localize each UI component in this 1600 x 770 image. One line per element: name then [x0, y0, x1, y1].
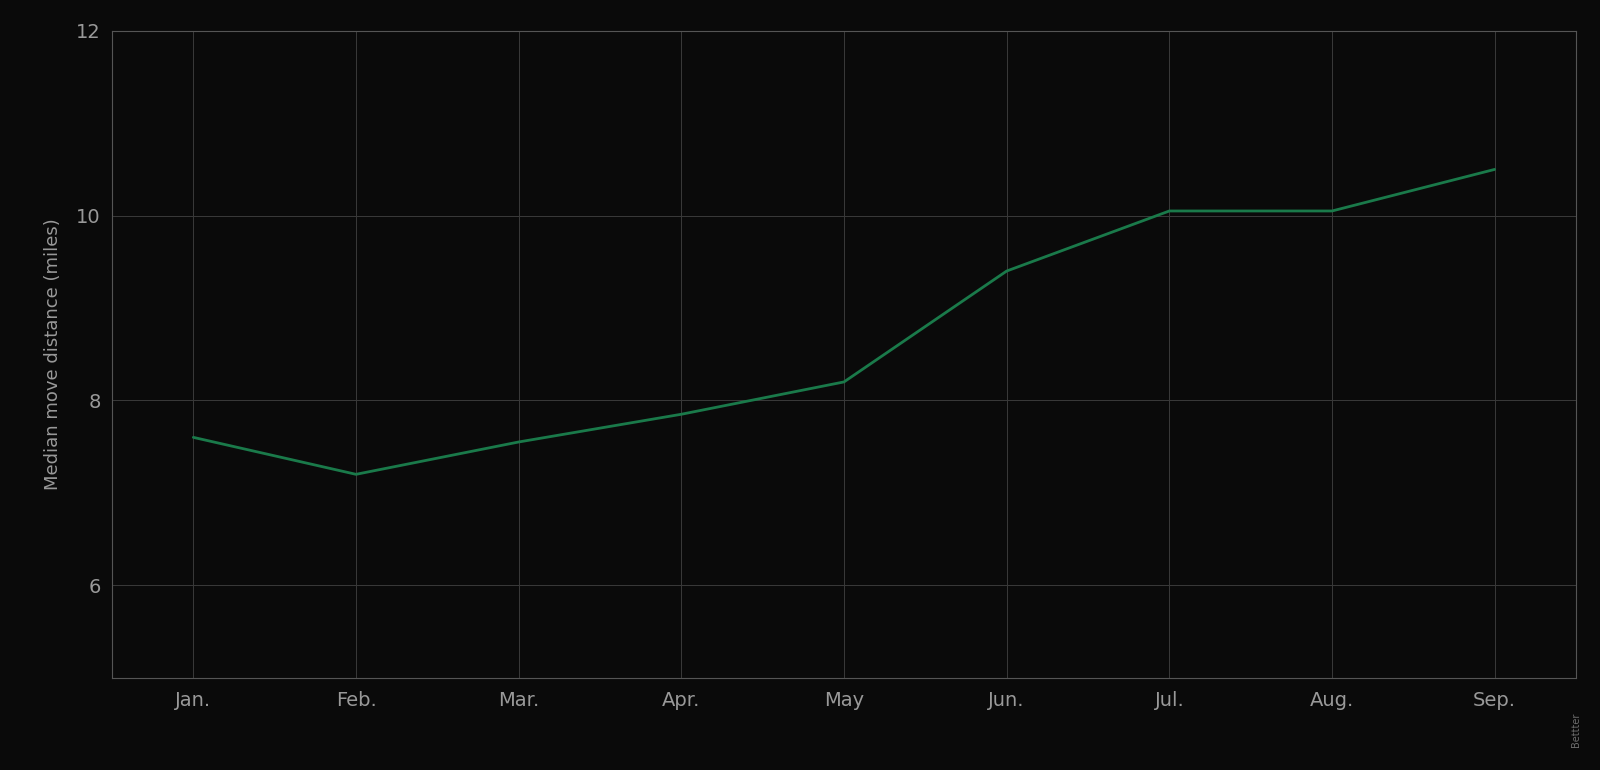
Y-axis label: Median move distance (miles): Median move distance (miles)	[45, 219, 62, 490]
Text: Bettter: Bettter	[1571, 712, 1581, 747]
